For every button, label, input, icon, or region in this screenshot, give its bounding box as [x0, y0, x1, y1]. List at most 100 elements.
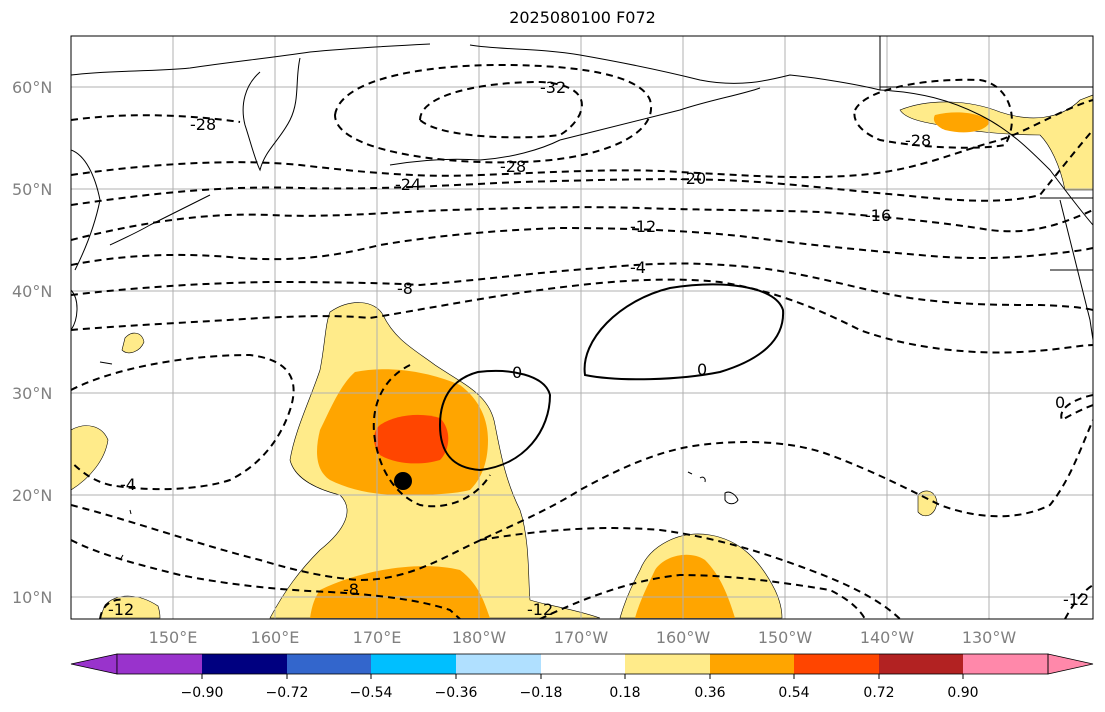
coast-aleutians — [389, 139, 561, 166]
storm-center-marker — [394, 472, 412, 490]
colorbar-label: −0.54 — [350, 685, 393, 701]
contour-label: -32 — [540, 78, 566, 97]
contour-minus-8-south — [71, 539, 461, 619]
colorbar-bin — [963, 654, 1048, 674]
contour-minus-24 — [71, 99, 1093, 179]
coast-gulf-alaska — [879, 89, 1093, 226]
contour-label: -12 — [527, 600, 553, 619]
contour-minus-4-cyclone — [372, 364, 491, 508]
colorbar: −0.90 −0.72 −0.54 −0.36 −0.18 0.18 0.36 … — [70, 653, 1094, 701]
latitude-labels: 60°N 50°N 40°N 30°N 20°N 10°N — [12, 78, 52, 607]
lon-label: 140°W — [860, 628, 915, 647]
lon-label: 170°E — [353, 628, 402, 647]
colorbar-label: 0.72 — [863, 685, 894, 701]
coastlines — [71, 36, 1093, 561]
contour-minus-4-se — [1060, 394, 1093, 422]
contour-minus-32 — [418, 80, 583, 139]
contour-minus-12-south — [539, 573, 866, 619]
colorbar-bin — [710, 654, 794, 674]
lat-label: 50°N — [12, 180, 52, 199]
colorbar-label: 0.54 — [778, 685, 809, 701]
contour-minus-4-loop — [71, 353, 295, 491]
lon-label: 160°E — [251, 628, 300, 647]
contours-negative — [71, 63, 1093, 619]
lon-label: 180°W — [452, 628, 507, 647]
contour-minus-20 — [71, 129, 1093, 206]
coast-alaska-peninsula — [559, 87, 761, 141]
colorbar-label: −0.72 — [266, 685, 309, 701]
contour-label: 0 — [697, 360, 707, 379]
contour-label-group: -32 -28 -28 -28 -24 -20 -16 -12 -8 -4 0 … — [108, 78, 1089, 619]
contour-minus-12 — [71, 226, 1093, 266]
longitude-labels: 150°E 160°E 170°E 180°W 170°W 160°W 150°… — [149, 628, 1017, 647]
colorbar-bin — [202, 654, 287, 674]
colorbar-bin — [879, 654, 963, 674]
shade-medium-northeast — [933, 112, 990, 133]
shade-light-west — [71, 425, 109, 491]
lon-label: 150°W — [758, 628, 813, 647]
lat-label: 20°N — [12, 486, 52, 505]
contour-minus-12-sw — [99, 598, 126, 619]
gridlines — [71, 36, 1093, 619]
contour-label: -12 — [108, 600, 134, 619]
contour-minus-28-outer — [71, 114, 241, 123]
contour-label: -28 — [190, 115, 216, 134]
lat-label: 30°N — [12, 384, 52, 403]
colorbar-bin — [371, 654, 456, 674]
contours-zero — [438, 283, 785, 472]
colorbar-bin — [625, 654, 710, 674]
contour-label: -28 — [500, 157, 526, 176]
contour-zero-east — [583, 283, 785, 381]
colorbar-label: −0.90 — [181, 685, 224, 701]
contour-label: -16 — [865, 206, 891, 225]
contour-minus-16 — [71, 206, 1093, 241]
coast-asia-north — [71, 43, 431, 76]
contour-label: -4 — [630, 258, 646, 277]
colorbar-label: −0.18 — [520, 685, 563, 701]
contour-label: -8 — [397, 279, 413, 298]
colorbar-label: −0.36 — [435, 685, 478, 701]
colorbar-extend-left — [70, 653, 118, 675]
lon-label: 170°W — [554, 628, 609, 647]
contour-minus-8 — [71, 262, 1093, 311]
colorbar-ticks — [201, 674, 964, 679]
colorbar-label: 0.18 — [609, 685, 640, 701]
coast-border — [879, 36, 1093, 271]
coast-hawaii — [687, 471, 739, 505]
contour-minus-28-inner — [333, 63, 653, 164]
colorbar-bin — [456, 654, 541, 674]
contour-label: -24 — [395, 175, 421, 194]
contour-minus-8-se — [479, 527, 901, 619]
contour-label: -12 — [630, 217, 656, 236]
colorbar-extend-right — [1047, 653, 1094, 675]
shade-strong-core — [374, 414, 449, 464]
lat-label: 60°N — [12, 78, 52, 97]
contour-label: 0 — [1055, 393, 1065, 412]
colorbar-label: 0.36 — [694, 685, 725, 701]
shade-light-islet — [121, 332, 145, 354]
lon-label: 150°E — [149, 628, 198, 647]
contour-label: -28 — [905, 131, 931, 150]
colorbar-label: 0.90 — [947, 685, 978, 701]
contour-zero-cyclone — [438, 369, 552, 472]
coast-kamchatka — [242, 57, 301, 172]
lat-label: 40°N — [12, 282, 52, 301]
lon-label: 160°W — [656, 628, 711, 647]
contour-label: -20 — [680, 169, 706, 188]
contour-label: -12 — [1063, 590, 1089, 609]
colorbar-bin — [287, 654, 371, 674]
contour-label: -4 — [120, 475, 136, 494]
lat-label: 10°N — [12, 588, 52, 607]
colorbar-bin — [794, 654, 879, 674]
contour-minus-4-south — [71, 419, 1093, 582]
colorbar-bin — [541, 654, 625, 674]
contour-label: -8 — [343, 580, 359, 599]
contour-label: 0 — [512, 363, 522, 382]
contour-minus-12-e — [1064, 584, 1093, 619]
map-area — [71, 36, 1093, 619]
colorbar-bin — [117, 654, 202, 674]
map-title: 2025080100 F072 — [509, 8, 656, 27]
lon-label: 130°W — [962, 628, 1017, 647]
shade-medium-southeast — [635, 554, 735, 618]
